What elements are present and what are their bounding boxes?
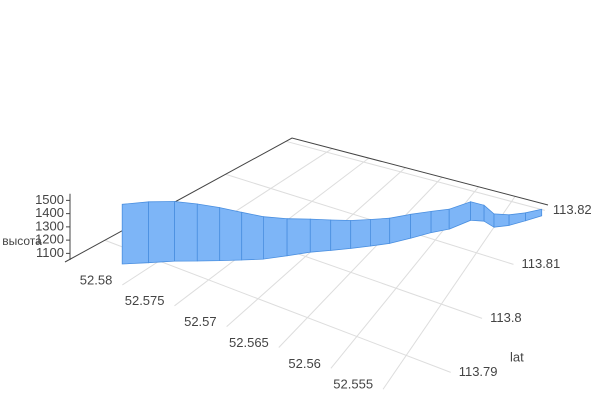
ribbon-face xyxy=(525,208,543,222)
ribbon-face xyxy=(448,201,472,230)
z-tick-label: 1400 xyxy=(35,205,64,220)
ribbon-face xyxy=(470,201,485,222)
z-tick-label: 1500 xyxy=(35,192,64,207)
ribbon-face xyxy=(196,203,221,262)
z-tick-label: 1100 xyxy=(36,245,64,260)
x-tick-label: 52.58 xyxy=(80,272,113,287)
grid-line xyxy=(104,239,451,373)
x-tick-label: 52.575 xyxy=(125,293,165,308)
ribbon-face xyxy=(369,217,391,247)
x-tick-label: 52.555 xyxy=(333,377,373,392)
ribbon-face xyxy=(174,201,198,262)
ribbon-face xyxy=(493,213,510,228)
y-tick-label: 113.82 xyxy=(553,202,592,217)
y-tick-label: 113.81 xyxy=(521,256,560,271)
y-tick-label: 113.8 xyxy=(490,310,522,325)
y-axis-title: lat xyxy=(510,349,524,364)
x-tick-label: 52.56 xyxy=(288,356,321,371)
z-tick-label: 1200 xyxy=(35,232,64,247)
ribbon-face xyxy=(121,201,150,265)
ribbon-face xyxy=(483,204,495,228)
ribbon-face xyxy=(286,218,311,257)
ribbon-face xyxy=(350,219,371,249)
grid-line xyxy=(278,176,443,348)
z-tick-label: 1300 xyxy=(35,218,64,233)
ribbon-face xyxy=(309,218,332,253)
ribbon-face xyxy=(508,212,526,226)
ribbon-face xyxy=(241,211,264,261)
ribbon-face xyxy=(219,207,243,262)
ribbon-face xyxy=(430,208,450,234)
ribbon-face xyxy=(330,219,352,251)
ribbon-face xyxy=(410,210,432,239)
ribbon-face xyxy=(262,216,288,260)
ribbon-face xyxy=(148,201,176,264)
grid-line xyxy=(382,196,516,390)
grid-line xyxy=(285,140,545,211)
y-tick-label: 113.79 xyxy=(459,364,498,379)
x-tick-label: 52.565 xyxy=(229,335,269,350)
x-tick-label: 52.57 xyxy=(184,314,217,329)
z-axis-title: высота xyxy=(2,234,42,248)
ribbon-face xyxy=(389,213,412,244)
